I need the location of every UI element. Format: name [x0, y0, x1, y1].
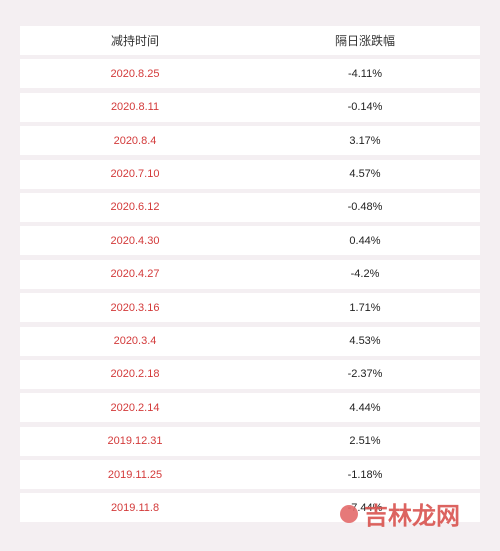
date-cell: 2019.11.25: [107, 468, 163, 481]
table-row: 2020.7.10 4.57%: [20, 159, 480, 189]
table-row: 2019.11.8 -7.44%: [20, 493, 480, 523]
change-cell: -4.2%: [350, 268, 380, 281]
change-cell: -0.48%: [347, 201, 383, 214]
table-row: 2020.3.4 4.53%: [20, 326, 480, 356]
change-cell: 4.44%: [349, 401, 381, 414]
date-cell: 2020.8.4: [113, 134, 157, 147]
change-cell: 1.71%: [349, 301, 381, 314]
change-cell: 3.17%: [349, 134, 381, 147]
date-cell: 2020.8.25: [110, 67, 160, 80]
change-column-header: 隔日涨跌幅: [334, 34, 395, 48]
table-row: 2020.8.4 3.17%: [20, 126, 480, 156]
change-cell: -2.37%: [347, 368, 383, 381]
date-cell: 2020.2.14: [110, 401, 160, 414]
table-row: 2019.12.31 2.51%: [20, 426, 480, 456]
date-cell: 2020.3.4: [113, 335, 157, 348]
date-column-header: 减持时间: [110, 34, 159, 48]
table-row: 2020.4.27 -4.2%: [20, 259, 480, 289]
date-cell: 2019.12.31: [107, 435, 163, 448]
table-row: 2020.2.14 4.44%: [20, 393, 480, 423]
watermark-logo-icon: [340, 504, 358, 523]
stock-table: 减持时间 隔日涨跌幅 2020.8.25 -4.11% 2020.8.11 -0.14…: [20, 26, 480, 527]
change-cell: -0.14%: [347, 101, 383, 114]
table-row: 2020.3.16 1.71%: [20, 293, 480, 323]
table-row: 2020.2.18 -2.37%: [20, 359, 480, 389]
change-cell: 2.51%: [349, 435, 381, 448]
date-cell: 2019.11.8: [110, 501, 160, 514]
table-row: 2020.8.11 -0.14%: [20, 92, 480, 122]
table-row: 2020.8.25 -4.11%: [20, 59, 480, 89]
table-row: 2019.11.25 -1.18%: [20, 460, 480, 490]
change-cell: 4.53%: [349, 335, 381, 348]
date-cell: 2020.7.10: [110, 168, 160, 181]
date-cell: 2020.3.16: [110, 301, 160, 314]
watermark-text: 吉林龙网: [364, 502, 460, 530]
change-cell: 4.57%: [349, 168, 381, 181]
date-cell: 2020.4.30: [110, 234, 160, 247]
change-cell: 0.44%: [349, 234, 381, 247]
date-cell: 2020.4.27: [110, 268, 160, 281]
table-row: 2020.4.30 0.44%: [20, 226, 480, 256]
date-cell: 2020.2.18: [110, 368, 160, 381]
change-cell: -1.18%: [347, 468, 383, 481]
watermark: 吉林龙网: [340, 496, 460, 531]
table-row: 2020.6.12 -0.48%: [20, 192, 480, 222]
change-cell: -4.11%: [347, 67, 383, 80]
table-header: 减持时间 隔日涨跌幅: [20, 26, 480, 55]
date-cell: 2020.6.12: [110, 201, 160, 214]
date-cell: 2020.8.11: [110, 101, 160, 114]
